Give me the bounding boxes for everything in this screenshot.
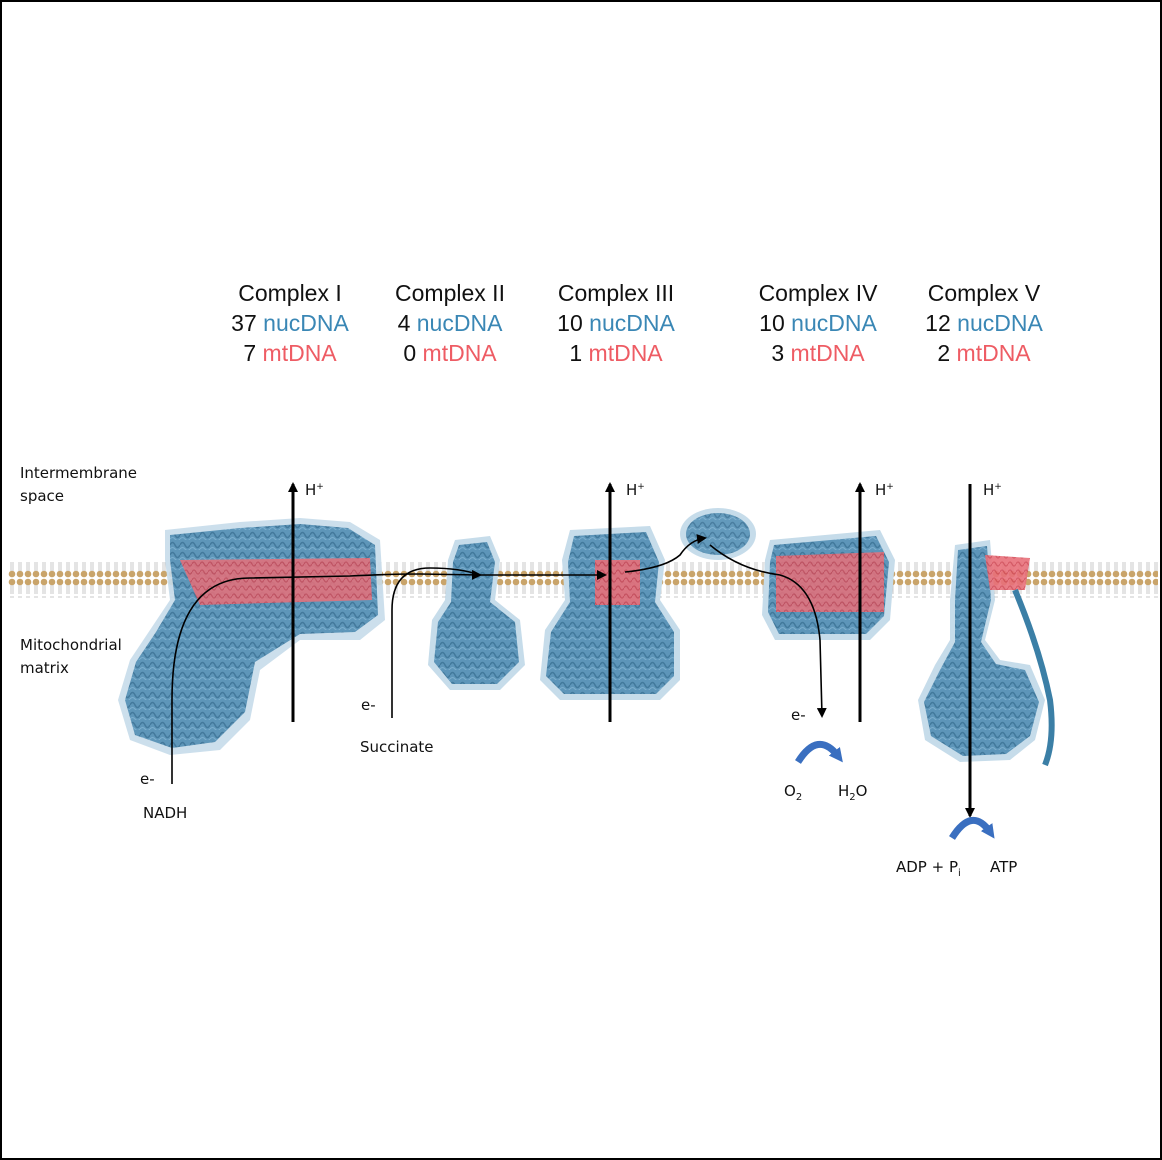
nadh-label: NADH: [143, 804, 188, 822]
succinate-label: Succinate: [360, 738, 434, 756]
complex-5-mt-count: 2: [937, 340, 951, 366]
matrix-line2: matrix: [20, 659, 69, 677]
electron-path-complex3-cytc: [624, 534, 707, 573]
complex-1-mt-row: 7 mtDNA: [200, 338, 380, 368]
complex-4-header: Complex IV 10 nucDNA 3 mtDNA: [728, 278, 908, 368]
complex-2-name: Complex II: [395, 280, 505, 306]
complex-2-mt-row: 0 mtDNA: [360, 338, 540, 368]
proton-label-4: H+: [983, 481, 1002, 499]
intermembrane-line1: Intermembrane: [20, 464, 138, 482]
complex-5-name: Complex V: [927, 280, 1041, 306]
complex-1-nuc-count: 37: [231, 310, 257, 336]
complex-3-name: Complex III: [557, 280, 675, 306]
complex-2-nuc-row: 4 nucDNA: [360, 308, 540, 338]
complex-3-nuc-row: 10 nucDNA: [526, 308, 706, 338]
complex-2-header: Complex II 4 nucDNA 0 mtDNA: [360, 278, 540, 368]
electron-path-nadh: [171, 569, 482, 784]
complex-4-mt-count: 3: [771, 340, 785, 366]
proton-label-3: H+: [875, 481, 894, 499]
complex-1-name: Complex I: [238, 280, 342, 306]
proton-label-2: H+: [626, 481, 645, 499]
complex-2-nuc-label: nucDNA: [416, 310, 503, 336]
complex-3-header: Complex III 10 nucDNA 1 mtDNA: [526, 278, 706, 368]
complex-4-structure: [762, 530, 895, 640]
complex-1-nuc-label: nucDNA: [263, 310, 349, 336]
matrix-line1: Mitochondrial: [20, 636, 122, 654]
complex-1-nuc-row: 37 nucDNA: [200, 308, 380, 338]
adp-pi-label: ADP + Pi: [896, 858, 961, 879]
electron-path-cytc-complex4: [709, 544, 827, 718]
complex-5-nuc-count: 12: [925, 310, 951, 336]
oxygen-label: O2: [784, 782, 803, 803]
complex-4-mt-row: 3 mtDNA: [728, 338, 908, 368]
complex-2-nuc-count: 4: [397, 310, 411, 336]
complex-5-mt-row: 2 mtDNA: [894, 338, 1074, 368]
complex-4-mt-label: mtDNA: [790, 340, 865, 366]
complex-1-structure: [118, 518, 385, 755]
complex-3-nuc-count: 10: [557, 310, 583, 336]
intermembrane-line2: space: [20, 487, 65, 505]
complex-5-structure: [918, 540, 1055, 767]
complex-5-nuc-row: 12 nucDNA: [894, 308, 1074, 338]
electron-path-succinate: [391, 567, 607, 718]
water-label: H2O: [838, 782, 868, 803]
complex-3-nuc-label: nucDNA: [589, 310, 675, 336]
electron-label-complex4: e-: [791, 706, 806, 724]
proton-label-1: H+: [305, 481, 324, 499]
complex-5-header: Complex V 12 nucDNA 2 mtDNA: [894, 278, 1074, 368]
intermembrane-space-label: Intermembrane space: [20, 462, 137, 508]
complex-3-mt-label: mtDNA: [588, 340, 663, 366]
adp-to-atp-reaction-arrow: [949, 817, 995, 840]
o2-to-h2o-reaction-arrow: [795, 741, 843, 764]
complex-4-nuc-label: nucDNA: [791, 310, 877, 336]
complex-2-structure: [428, 536, 525, 690]
complex-1-mt-label: mtDNA: [262, 340, 337, 366]
complex-2-mt-count: 0: [403, 340, 417, 366]
complex-5-nuc-label: nucDNA: [957, 310, 1043, 336]
complex-4-nuc-row: 10 nucDNA: [728, 308, 908, 338]
complex-4-nuc-count: 10: [759, 310, 785, 336]
complex-2-mt-label: mtDNA: [422, 340, 497, 366]
cytochrome-c-structure: [680, 508, 756, 560]
complex-5-mt-label: mtDNA: [956, 340, 1031, 366]
complex-3-mt-count: 1: [569, 340, 583, 366]
complex-1-mt-count: 7: [243, 340, 257, 366]
complex-4-name: Complex IV: [758, 280, 878, 306]
matrix-label: Mitochondrial matrix: [20, 634, 122, 680]
atp-label: ATP: [990, 858, 1018, 876]
electron-label-succinate: e-: [361, 696, 376, 714]
complex-3-mt-row: 1 mtDNA: [526, 338, 706, 368]
complex-1-header: Complex I 37 nucDNA 7 mtDNA: [200, 278, 380, 368]
electron-label-nadh: e-: [140, 770, 155, 788]
